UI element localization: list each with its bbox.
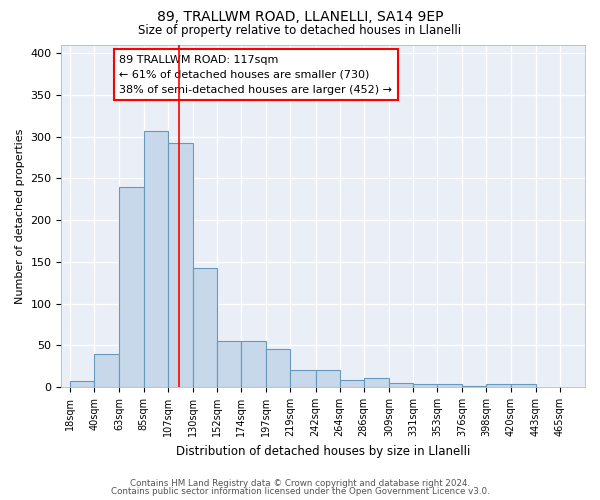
Text: Contains public sector information licensed under the Open Government Licence v3: Contains public sector information licen… — [110, 488, 490, 496]
Bar — [217, 341, 241, 387]
Text: 89, TRALLWM ROAD, LLANELLI, SA14 9EP: 89, TRALLWM ROAD, LLANELLI, SA14 9EP — [157, 10, 443, 24]
Bar — [167, 142, 193, 387]
Text: 89 TRALLWM ROAD: 117sqm
← 61% of detached houses are smaller (730)
38% of semi-d: 89 TRALLWM ROAD: 117sqm ← 61% of detache… — [119, 55, 392, 94]
Bar — [511, 384, 536, 387]
Bar — [389, 383, 413, 387]
Bar — [487, 384, 511, 387]
Bar — [94, 354, 119, 387]
Bar — [413, 384, 437, 387]
Bar — [241, 341, 266, 387]
Bar — [437, 384, 463, 387]
Bar — [364, 378, 389, 387]
Bar — [266, 348, 290, 387]
Bar — [143, 131, 167, 387]
X-axis label: Distribution of detached houses by size in Llanelli: Distribution of detached houses by size … — [176, 444, 470, 458]
Text: Size of property relative to detached houses in Llanelli: Size of property relative to detached ho… — [139, 24, 461, 37]
Bar — [119, 187, 143, 387]
Text: Contains HM Land Registry data © Crown copyright and database right 2024.: Contains HM Land Registry data © Crown c… — [130, 479, 470, 488]
Y-axis label: Number of detached properties: Number of detached properties — [15, 128, 25, 304]
Bar — [463, 386, 487, 387]
Bar — [290, 370, 316, 387]
Bar — [70, 381, 94, 387]
Bar — [193, 268, 217, 387]
Bar — [316, 370, 340, 387]
Bar — [340, 380, 364, 387]
